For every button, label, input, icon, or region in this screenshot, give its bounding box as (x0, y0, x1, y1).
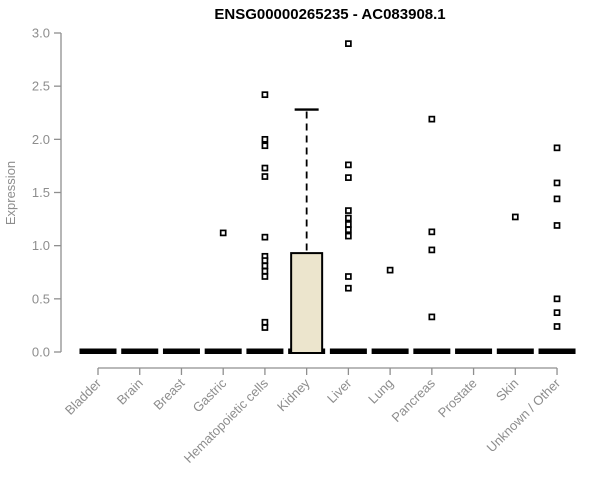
x-tick-label: Prostate (435, 376, 480, 421)
outlier-point (261, 257, 269, 264)
outlier-point (261, 273, 269, 280)
outlier-point (345, 161, 352, 169)
chart-title: ENSG00000265235 - AC083908.1 (214, 6, 445, 23)
x-tick-label: Breast (150, 375, 187, 412)
outlier-point (261, 267, 269, 275)
outlier-point (345, 214, 352, 222)
zero-box-bar (204, 348, 242, 354)
outlier-point (345, 174, 352, 181)
outlier-point (511, 213, 519, 221)
x-tick-label: Gastric (190, 375, 230, 415)
zero-box-bar (413, 348, 451, 354)
outlier-point (553, 144, 561, 152)
outlier-point (428, 313, 436, 321)
outlier-point (345, 232, 352, 240)
outlier-point (553, 323, 561, 330)
box (290, 252, 324, 354)
outlier-point (261, 173, 269, 180)
x-tick-label: Pancreas (389, 375, 439, 425)
y-tick-label: 0.0 (32, 345, 50, 360)
outlier-point (345, 207, 352, 214)
outlier-point (261, 91, 269, 99)
outlier-point (428, 228, 436, 236)
y-tick-label: 0.5 (32, 291, 50, 306)
x-tick-label: Brain (114, 376, 146, 408)
x-tick-label: Bladder (62, 375, 105, 418)
outlier-point (345, 221, 352, 228)
x-tick-label: Skin (493, 376, 521, 404)
outlier-point (345, 284, 352, 292)
zero-box-bar (455, 348, 493, 354)
outlier-point (261, 233, 269, 241)
outlier-point (386, 266, 394, 274)
zero-box-bar (496, 348, 534, 354)
x-tick-label: Liver (324, 375, 355, 406)
zero-box-bar (329, 348, 367, 354)
y-tick-label: 3.0 (32, 26, 50, 41)
outlier-point (428, 115, 436, 123)
outlier-point (261, 324, 269, 331)
x-tick-label: Kidney (274, 375, 313, 414)
outlier-point (553, 195, 561, 203)
plot-area: 0.0 0.5 1.0 1.5 2.0 2.5 3.0 Bladder Brain Breast G… (32, 26, 576, 466)
zero-box-bar (121, 348, 159, 354)
zero-box-bar (79, 348, 117, 354)
zero-box-bar (246, 348, 284, 354)
y-tick-label: 1.0 (32, 238, 50, 253)
zero-box-bar (538, 348, 576, 354)
outlier-point (219, 229, 227, 237)
outlier-point (261, 164, 269, 172)
zero-box-bar (162, 348, 200, 354)
y-tick-label: 2.0 (32, 132, 50, 147)
outlier-point (553, 179, 561, 187)
outlier-point (261, 135, 269, 143)
outlier-point (428, 246, 436, 254)
y-axis-title: Expression (3, 161, 18, 225)
outlier-point (345, 40, 352, 47)
outlier-point (345, 226, 352, 234)
outlier-point (345, 273, 352, 280)
outlier-point (261, 318, 269, 326)
x-tick-label: Unknown / Other (484, 375, 564, 455)
zero-box-bar (371, 348, 409, 354)
outlier-point (553, 295, 561, 303)
outlier-point (553, 222, 561, 229)
x-tick-label: Lung (365, 376, 396, 407)
outlier-point (261, 142, 269, 150)
outlier-point (553, 309, 561, 317)
outlier-point (261, 262, 269, 270)
y-tick-label: 2.5 (32, 79, 50, 94)
y-tick-label: 1.5 (32, 185, 50, 200)
